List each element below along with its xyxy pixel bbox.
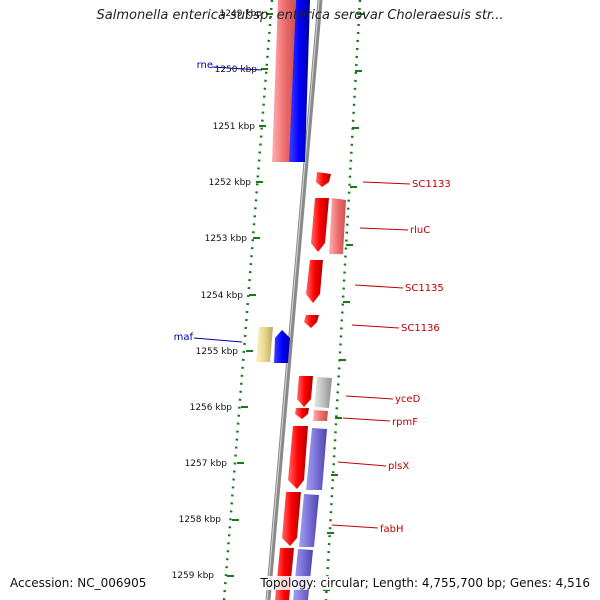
maf-label[interactable]: maf <box>174 332 194 343</box>
tick-label: 1255 kbp <box>196 347 239 357</box>
rpmF-feature[interactable] <box>295 408 309 419</box>
rne-label-leader <box>211 66 263 71</box>
plsX-feature[interactable] <box>288 426 308 489</box>
fabH-label[interactable]: fabH <box>380 524 404 535</box>
SC1136-label[interactable]: SC1136 <box>401 323 440 334</box>
fabH-label-leader <box>331 524 379 529</box>
blast-hit-block[interactable] <box>314 377 332 408</box>
tick-label: 1252 kbp <box>209 178 252 188</box>
SC1136-feature[interactable] <box>304 315 319 328</box>
blast-hit-block[interactable] <box>293 549 313 600</box>
tick-label: 1251 kbp <box>213 122 256 132</box>
SC1133-feature[interactable] <box>316 172 331 187</box>
tick-label: 1258 kbp <box>179 515 222 525</box>
maf-label-leader <box>193 337 243 343</box>
rluC-label[interactable]: rluC <box>410 225 430 236</box>
rne-label[interactable]: rne <box>197 60 213 71</box>
tick-label: 1249 kbp <box>220 9 263 19</box>
outer-track-guide <box>324 0 362 600</box>
blast-hit-block[interactable] <box>306 428 327 490</box>
blast-hit-block[interactable] <box>313 410 328 421</box>
gene-labels: rne SC1133 rluC SC1135 SC1136 maf yceD r… <box>174 60 451 535</box>
yceD-label-leader <box>345 395 394 400</box>
tick-label: 1254 kbp <box>201 291 244 301</box>
blast-hit-block[interactable] <box>329 198 346 254</box>
tick-label: 1250 kbp <box>215 65 258 75</box>
fabH-feature[interactable] <box>282 492 301 546</box>
tick-label: 1253 kbp <box>205 234 248 244</box>
SC1135-feature[interactable] <box>306 260 323 303</box>
SC1135-label-leader <box>354 284 404 289</box>
SC1135-label[interactable]: SC1135 <box>405 283 444 294</box>
tick-label: 1259 kbp <box>172 571 215 581</box>
rpmF-label[interactable]: rpmF <box>392 417 418 428</box>
genome-backbone <box>261 0 327 600</box>
tick-label: 1257 kbp <box>185 459 228 469</box>
feature-blocks[interactable] <box>256 0 346 600</box>
yceD-label[interactable]: yceD <box>395 394 421 405</box>
accession-label: Accession: NC_006905 <box>8 576 149 590</box>
plsX-label-leader <box>337 461 387 467</box>
yceD-feature[interactable] <box>297 376 313 407</box>
blast-hit-block[interactable] <box>272 0 296 162</box>
blast-hit-block[interactable] <box>256 327 273 362</box>
SC1136-label-leader <box>351 324 400 329</box>
blast-hit-block[interactable] <box>299 494 319 547</box>
map-title: Salmonella enterica subsp. enterica sero… <box>96 8 504 23</box>
rne-feature[interactable] <box>289 0 310 162</box>
topology-label: Topology: circular; Length: 4,755,700 bp… <box>258 576 592 590</box>
SC1133-label-leader <box>362 181 411 185</box>
rpmF-label-leader <box>342 417 391 422</box>
ruler-ticks: 1249 kbp 1250 kbp 1251 kbp 1252 kbp 1253… <box>172 9 364 591</box>
SC1133-label[interactable]: SC1133 <box>412 179 451 190</box>
plsX-label[interactable]: plsX <box>388 461 409 472</box>
maf-feature[interactable] <box>274 330 290 363</box>
rluC-label-leader <box>359 227 409 231</box>
rluC-feature[interactable] <box>311 198 329 252</box>
tick-label: 1256 kbp <box>190 403 233 413</box>
